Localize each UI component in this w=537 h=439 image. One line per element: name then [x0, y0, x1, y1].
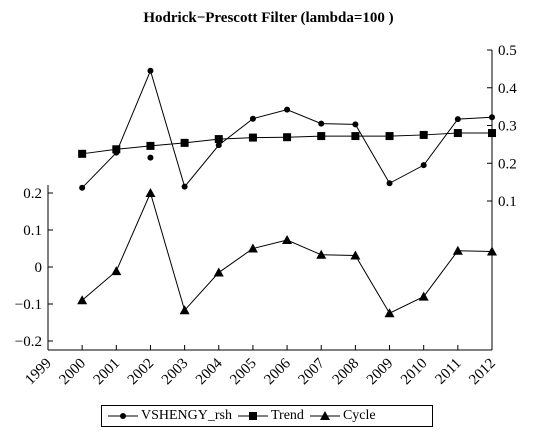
x-axis-tick-label: 2004	[193, 355, 226, 388]
data-point-triangle	[213, 267, 224, 277]
data-point-circle	[352, 121, 359, 128]
left-axis-tick-label: −0.1	[15, 297, 42, 313]
legend-square-marker	[238, 412, 268, 420]
left-axis-tick-label: 0	[35, 260, 43, 276]
legend-circle-marker	[108, 413, 138, 419]
data-point-triangle	[247, 243, 258, 253]
data-point-circle	[386, 180, 393, 187]
data-point-square	[317, 132, 326, 141]
chart-title: Hodrick−Prescott Filter (lambda=100 )	[143, 10, 394, 26]
series-line-cycle	[81, 191, 493, 314]
x-axis-tick-label: 2007	[296, 355, 329, 388]
data-point-triangle	[316, 249, 327, 259]
data-point-triangle	[487, 246, 497, 256]
left-axis-tick-label: 0.1	[23, 223, 42, 239]
data-point-triangle	[111, 266, 122, 276]
data-point-circle	[420, 162, 427, 169]
legend-label-cycle: Cycle	[342, 408, 376, 423]
data-point-triangle	[145, 188, 156, 197]
data-point-square	[214, 135, 223, 144]
x-axis-tick-label: 2010	[398, 356, 431, 389]
x-axis-tick-label: 2008	[330, 356, 363, 389]
data-point-square	[112, 145, 121, 154]
data-point-square	[385, 132, 394, 141]
data-point-square	[283, 133, 292, 142]
right-axis-tick-label: 0.3	[498, 119, 517, 135]
data-point-circle	[284, 106, 291, 113]
x-axis-tick-label: 2012	[466, 356, 499, 389]
data-point-triangle	[452, 245, 463, 255]
legend-label-trend: Trend	[271, 408, 304, 423]
legend-item-vshengy: VSHENGY_rsh	[108, 408, 232, 424]
data-point-square	[180, 138, 189, 147]
data-point-triangle	[384, 308, 395, 318]
data-point-square	[146, 141, 155, 150]
x-axis-tick-label: 2009	[364, 356, 397, 389]
data-point-square	[419, 130, 428, 139]
extra-data-point	[147, 154, 154, 161]
legend: VSHENGY_rsh Trend Cycle	[101, 405, 433, 427]
left-axis-tick-label: −0.2	[15, 334, 42, 350]
left-axis-tick-label: 0.2	[23, 186, 42, 202]
series-line-vshengy-rsh	[81, 69, 493, 189]
data-point-square	[453, 129, 462, 138]
data-point-triangle	[350, 250, 361, 260]
x-axis-tick-label: 2001	[91, 356, 124, 389]
right-axis-tick-label: 0.1	[498, 194, 517, 210]
x-axis-tick-label: 2006	[261, 355, 294, 388]
data-point-circle	[147, 67, 154, 74]
data-point-triangle	[418, 291, 429, 301]
legend-triangle-marker	[309, 411, 340, 420]
x-axis-tick-label: 2005	[227, 356, 260, 389]
data-point-circle	[318, 120, 325, 127]
data-point-circle	[215, 142, 222, 149]
x-axis-tick-label: 2011	[433, 356, 465, 388]
x-axis-tick-label: 2000	[56, 356, 89, 389]
x-axis-tick-label: 1999	[22, 356, 55, 389]
legend-label-vshengy: VSHENGY_rsh	[141, 408, 232, 423]
data-point-circle	[454, 116, 461, 123]
data-point-triangle	[179, 305, 190, 315]
data-point-circle	[489, 114, 495, 121]
legend-item-cycle: Cycle	[309, 408, 376, 424]
data-point-square	[248, 133, 257, 142]
x-axis-tick-label: 2002	[125, 356, 158, 389]
data-point-square	[78, 149, 87, 158]
data-point-circle	[79, 184, 86, 191]
right-axis-tick-label: 0.2	[498, 156, 517, 172]
legend-item-trend: Trend	[238, 408, 304, 424]
data-point-triangle	[282, 234, 293, 244]
x-axis-tick-label: 2003	[159, 356, 192, 389]
data-point-square	[351, 132, 360, 141]
data-point-square	[488, 129, 496, 138]
data-point-triangle	[77, 295, 88, 305]
data-point-circle	[181, 183, 188, 190]
data-point-circle	[249, 115, 256, 122]
right-axis-tick-label: 0.5	[498, 43, 517, 59]
right-axis-tick-label: 0.4	[498, 81, 517, 97]
